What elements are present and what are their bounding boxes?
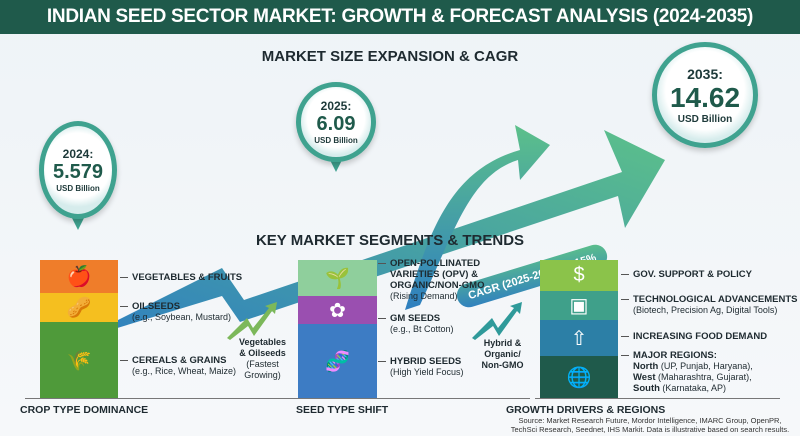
sprout-hand-icon: 🌱 (298, 260, 377, 296)
crop-trend-note: Vegetables & Oilseeds (Fastest Growing) (238, 337, 287, 380)
wheat-icon: 🌾 (40, 322, 118, 398)
growth-heading: MARKET SIZE EXPANSION & CAGR (261, 48, 519, 65)
divider (290, 398, 530, 399)
crop-label-oilseeds: OILSEEDS (e.g., Soybean, Mustard) (119, 301, 232, 322)
bubble-2035: 2035: 14.62 USD Billion (652, 42, 758, 148)
drivers-title: GROWTH DRIVERS & REGIONS (506, 404, 666, 416)
driver-label-gov: GOV. SUPPORT & POLICY (621, 269, 752, 280)
seed-label-hybrid: HYBRID SEEDS (High Yield Focus) (378, 356, 464, 377)
chip-icon: ▣ (540, 291, 618, 320)
trend-up-arrow-icon (472, 302, 522, 340)
seed-trend-note: Hybrid & Organic/Non-GMO (481, 338, 524, 370)
cotton-icon: ✿ (298, 296, 377, 324)
crop-title: CROP TYPE DOMINANCE (20, 404, 149, 416)
seed-label-gm: GM SEEDS (e.g., Bt Cotton) (378, 313, 454, 334)
seed-label-opv: OPEN-POLLINATED VARIETIES (OPV) & ORGANI… (378, 258, 510, 302)
bubble-2025: 2025: 6.09 USD Billion (296, 82, 376, 162)
driver-label-food: INCREASING FOOD DEMAND (620, 331, 768, 342)
globe-icon: 🌐 (540, 356, 618, 398)
main-growth-arrow (78, 130, 665, 340)
page-title: INDIAN SEED SECTOR MARKET: GROWTH & FORE… (0, 0, 800, 34)
peanut-icon: 🥜 (40, 293, 118, 322)
divider (535, 398, 780, 399)
crop-label-cereals: CEREALS & GRAINS (e.g., Rice, Wheat, Maiz… (119, 355, 237, 376)
divider (25, 398, 297, 399)
seed-title: SEED TYPE SHIFT (296, 404, 389, 416)
bubble-2024: 2024: 5.579 USD Billion (39, 121, 117, 219)
food-demand-icon: ⇧ (540, 320, 618, 356)
crop-label-vegetables: VEGETABLES & FRUITS (119, 272, 243, 283)
driver-label-regions: MAJOR REGIONS: North (UP, Punjab, Haryan… (621, 350, 753, 394)
dna-icon: 🧬 (298, 324, 377, 398)
curved-growth-arrow (405, 125, 550, 310)
vegetables-icon: 🍎 (40, 260, 118, 293)
trend-up-arrow-icon (227, 302, 277, 340)
money-hand-icon: $ (540, 260, 618, 291)
segments-heading: KEY MARKET SEGMENTS & TRENDS (255, 232, 525, 249)
driver-label-tech: TECHNOLOGICAL ADVANCEMENTS (Biotech, Prec… (621, 294, 798, 315)
source-note: Source: Market Research Future, Mordor I… (510, 416, 790, 434)
